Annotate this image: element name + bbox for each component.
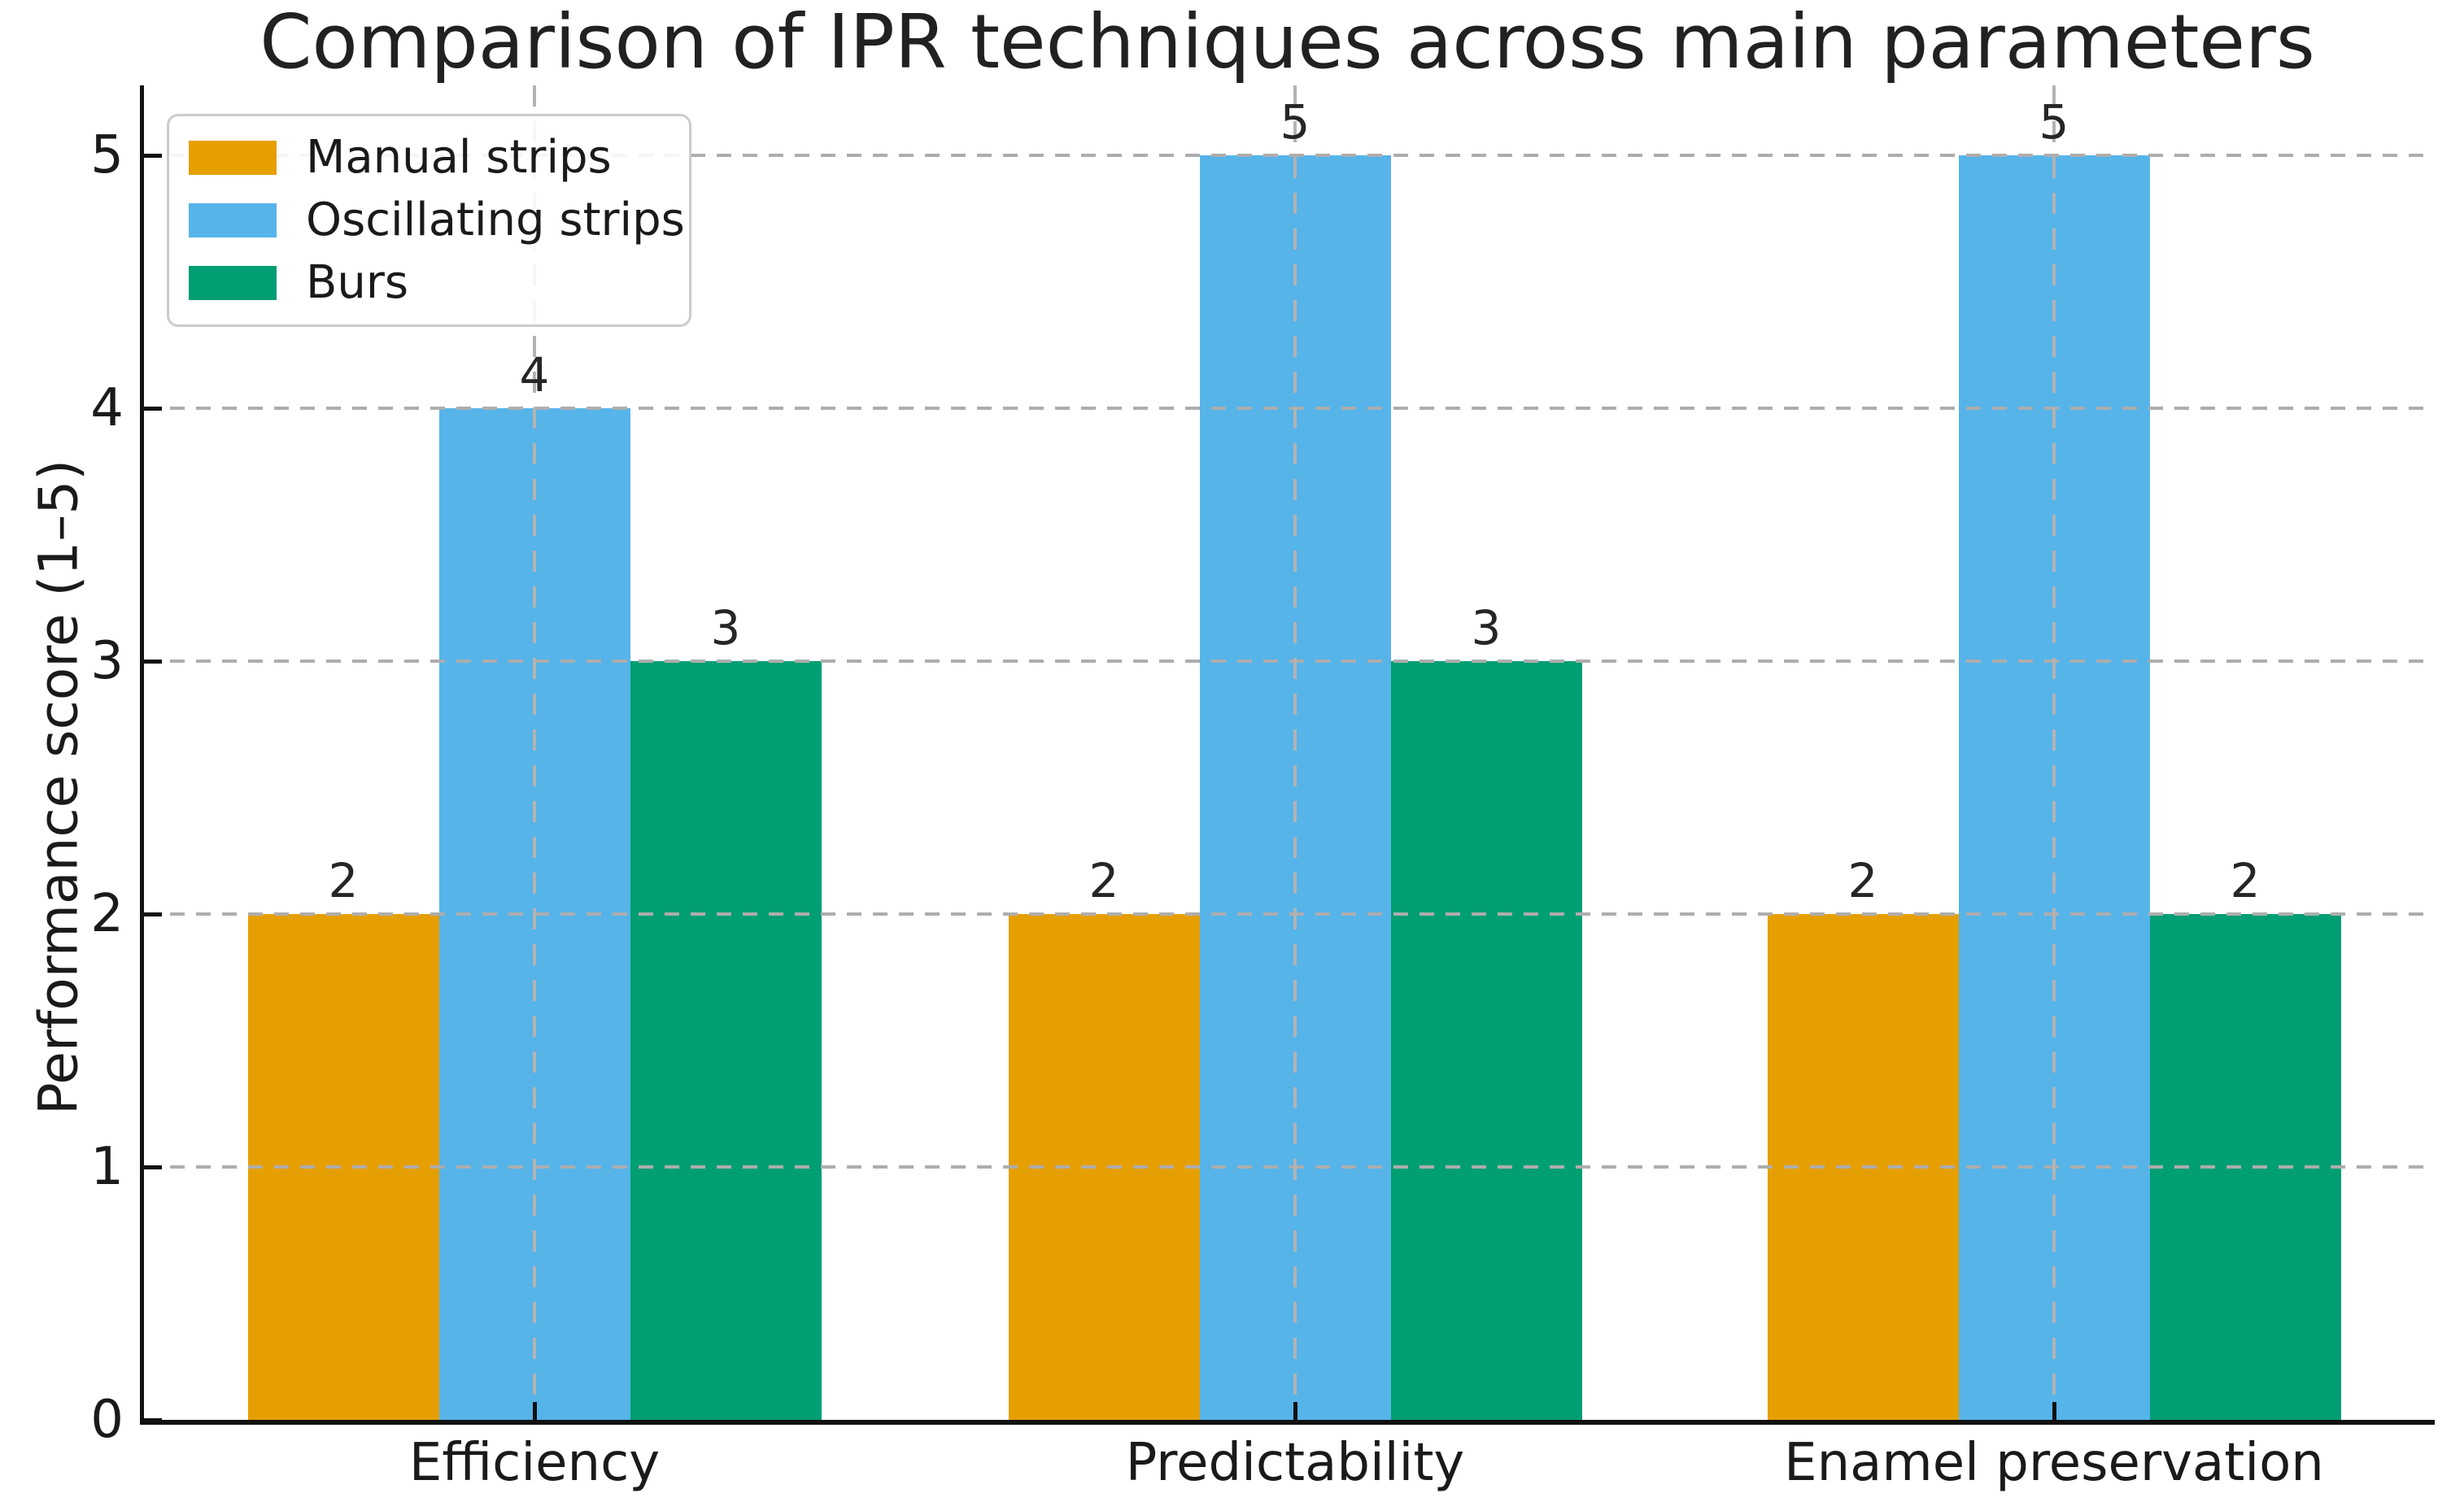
legend-item-manual-strips: Manual strips: [189, 133, 669, 183]
x-tick-label-efficiency: Efficiency: [408, 1433, 661, 1493]
y-tick: [144, 154, 162, 158]
legend-item-burs: Burs: [189, 258, 669, 308]
x-tick: [1293, 1402, 1297, 1420]
bottom-spine: [140, 1420, 2435, 1425]
gridline-h: [144, 660, 2435, 663]
y-tick: [144, 1418, 162, 1422]
legend-label: Burs: [306, 256, 409, 310]
y-tick: [144, 407, 162, 411]
left-spine: [140, 85, 144, 1424]
x-tick-label-enamel-preservation: Enamel preservation: [1784, 1433, 2324, 1493]
legend-swatch-oscillating-strips: [189, 203, 277, 237]
gridline-v: [533, 85, 536, 1420]
y-tick: [144, 1165, 162, 1169]
bar-value-label: 2: [328, 853, 359, 908]
bar-burs-predictability: [1390, 661, 1582, 1420]
bar-value-label: 5: [2039, 94, 2069, 150]
gridline-h: [144, 154, 2435, 157]
gridline-h: [144, 1165, 2435, 1169]
legend-label: Oscillating strips: [306, 194, 685, 247]
legend-swatch-burs: [189, 266, 277, 301]
y-tick: [144, 912, 162, 916]
gridline-h: [144, 912, 2435, 916]
bar-value-label: 3: [710, 600, 741, 655]
chart-title: Comparison of IPR techniques across main…: [259, 0, 2315, 85]
x-tick-label-predictability: Predictability: [1125, 1433, 1465, 1493]
bar-value-label: 2: [2230, 853, 2261, 908]
gridline-h: [144, 407, 2435, 410]
bar-value-label: 2: [1088, 853, 1119, 908]
legend-swatch-manual-strips: [189, 140, 277, 175]
gridline-v: [2052, 85, 2056, 1420]
bar-value-label: 5: [1280, 94, 1310, 150]
x-tick: [533, 1402, 537, 1420]
legend: Manual strips Oscillating strips Burs: [167, 114, 691, 327]
legend-item-oscillating-strips: Oscillating strips: [189, 195, 685, 246]
bar-burs-efficiency: [630, 661, 822, 1420]
bar-value-label: 3: [1471, 600, 1502, 655]
y-tick-label: 1: [90, 1137, 124, 1197]
gridline-v: [1293, 85, 1297, 1420]
y-tick-label: 0: [90, 1390, 124, 1450]
y-tick-label: 2: [90, 884, 124, 944]
y-tick-label: 3: [90, 631, 124, 691]
bar-value-label: 2: [1847, 853, 1878, 908]
legend-label: Manual strips: [306, 131, 612, 184]
y-tick: [144, 660, 162, 664]
bar-value-label: 4: [519, 347, 550, 403]
x-tick: [2052, 1402, 2056, 1420]
y-axis-label: Performance score (1–5): [27, 459, 90, 1116]
y-tick-label: 4: [90, 378, 124, 438]
y-tick-label: 5: [90, 125, 124, 185]
